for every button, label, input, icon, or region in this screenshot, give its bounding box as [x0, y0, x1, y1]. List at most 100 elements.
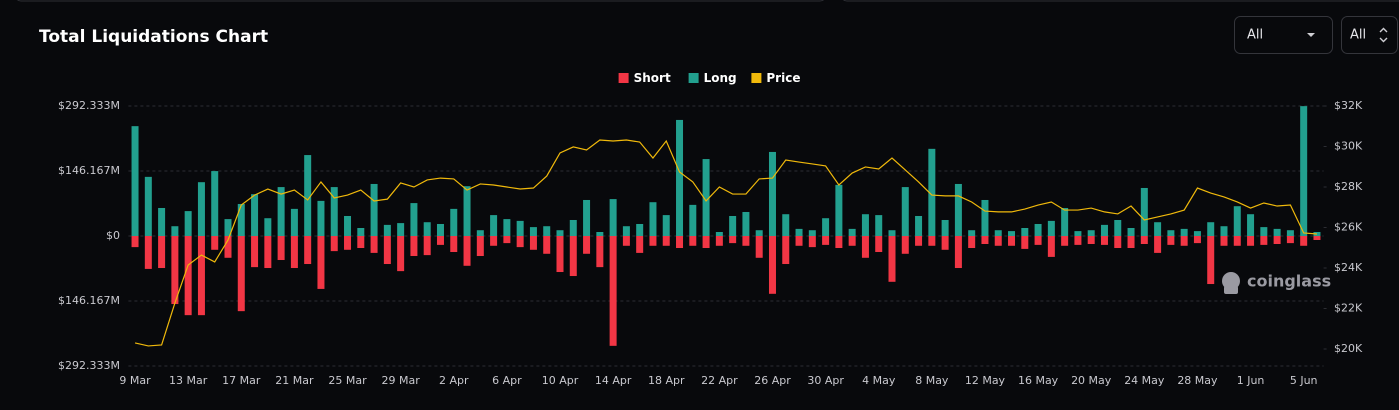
bar: [330, 187, 338, 236]
bar: [835, 184, 843, 236]
x-tick-label: 17 Mar: [222, 374, 261, 387]
x-tick-label: 20 May: [1071, 374, 1112, 387]
bar: [1008, 236, 1016, 246]
bar: [1061, 236, 1069, 246]
bar: [397, 236, 405, 272]
watermark-icon: [1222, 272, 1240, 290]
x-tick-label: 21 Mar: [275, 374, 314, 387]
bar: [317, 200, 325, 236]
bar: [1247, 236, 1255, 246]
bar: [768, 151, 776, 236]
dropdown-box[interactable]: [1341, 16, 1398, 54]
bar: [1260, 236, 1268, 245]
bar: [251, 236, 259, 268]
bar: [1300, 106, 1308, 236]
dropdown[interactable]: All: [1234, 16, 1333, 54]
bar: [609, 199, 617, 236]
bar: [1021, 236, 1029, 249]
bar: [755, 236, 763, 258]
bar: [436, 223, 444, 236]
bar: [954, 236, 962, 269]
bar: [556, 230, 564, 236]
bar: [1047, 220, 1055, 236]
bar: [224, 219, 232, 236]
bar: [569, 236, 577, 277]
bar: [423, 236, 431, 256]
y-tick-label: $292.333M: [58, 99, 120, 112]
bar: [941, 219, 949, 236]
bar: [344, 236, 352, 250]
x-tick-label: 28 May: [1177, 374, 1218, 387]
bar: [197, 236, 205, 316]
bar: [1087, 230, 1095, 236]
bar: [901, 187, 909, 236]
bar: [476, 236, 484, 257]
x-tick-label: 22 Apr: [701, 374, 738, 387]
dropdown-box[interactable]: [1234, 16, 1333, 54]
bar: [795, 228, 803, 236]
bar: [676, 236, 684, 249]
bar: [1127, 227, 1135, 236]
bar: [237, 236, 245, 312]
bar: [1167, 230, 1175, 236]
bar: [981, 199, 989, 236]
bar: [211, 236, 219, 250]
bar: [543, 226, 551, 236]
dropdown-caret: [1307, 33, 1315, 37]
bar: [782, 236, 790, 265]
bar: [543, 236, 551, 254]
bar: [1127, 236, 1135, 249]
bar: [888, 236, 896, 282]
bar: [304, 155, 312, 236]
bar: [131, 126, 139, 236]
bar: [808, 230, 816, 236]
bar: [609, 236, 617, 346]
bar: [1273, 236, 1281, 245]
x-tick-label: 18 Apr: [648, 374, 685, 387]
dropdown-label[interactable]: All: [1247, 28, 1263, 43]
top-input[interactable]: [15, 0, 826, 2]
bar: [1021, 227, 1029, 236]
y-tick-label: $292.333M: [58, 359, 120, 372]
bar: [171, 226, 179, 236]
x-tick-label: 1 Jun: [1237, 374, 1265, 387]
bar: [569, 219, 577, 236]
y-tick-label: $146.167M: [58, 164, 120, 177]
bar: [290, 236, 298, 269]
bar: [1300, 236, 1308, 246]
bar: [875, 236, 883, 253]
bar: [211, 171, 219, 236]
bar: [636, 236, 644, 253]
y2-tick-label: $28K: [1334, 180, 1363, 193]
bar: [596, 236, 604, 268]
bar: [277, 187, 285, 236]
bar: [158, 207, 166, 236]
bar: [715, 236, 723, 246]
top-input[interactable]: [841, 0, 1399, 2]
x-tick-label: 25 Mar: [328, 374, 367, 387]
x-tick-label: 2 Apr: [439, 374, 469, 387]
bar: [490, 215, 498, 236]
bar: [423, 222, 431, 236]
bar: [290, 208, 298, 236]
x-tick-label: 12 May: [965, 374, 1006, 387]
bar: [875, 215, 883, 236]
bar: [1193, 231, 1201, 236]
bar: [1260, 227, 1268, 236]
dropdown[interactable]: All: [1341, 16, 1398, 54]
bar: [1047, 236, 1055, 257]
bar: [251, 194, 259, 236]
bar: [928, 148, 936, 236]
bar: [1061, 207, 1069, 236]
legend-swatch: [688, 73, 699, 83]
bar: [503, 236, 511, 244]
bar: [649, 202, 657, 236]
bar: [450, 236, 458, 253]
x-tick-label: 14 Apr: [595, 374, 632, 387]
bar: [436, 236, 444, 245]
bar: [1114, 236, 1122, 249]
price-line: [134, 139, 1318, 347]
bar: [184, 211, 192, 236]
dropdown-label[interactable]: All: [1350, 28, 1366, 43]
